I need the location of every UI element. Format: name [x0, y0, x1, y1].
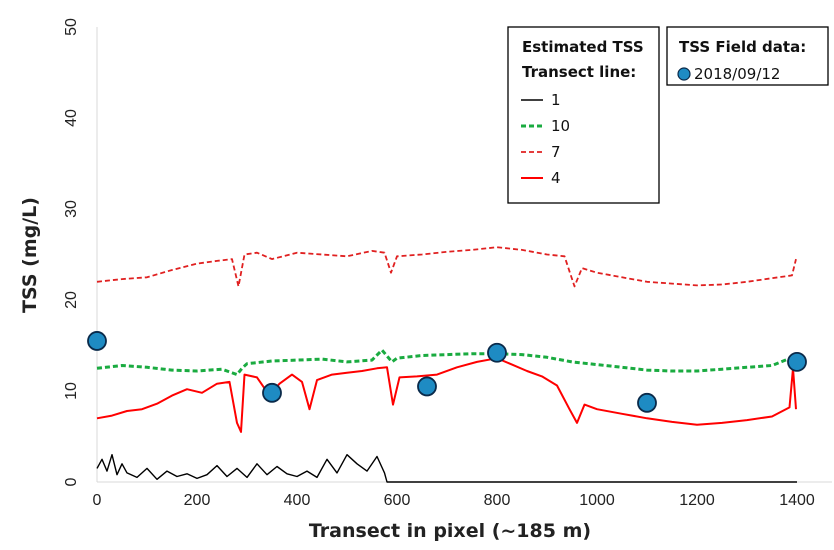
legend-entries: 1 10 7 4: [521, 91, 570, 187]
series-line-10: [96, 348, 796, 377]
series-layer: [96, 246, 797, 483]
legend-field-label: 2018/09/12: [694, 65, 780, 83]
legend-estimated-title-line1: Estimated TSS: [522, 38, 644, 56]
field-data-point: [87, 331, 107, 351]
y-tick-label: 50: [63, 18, 80, 36]
x-tick-label: 1400: [779, 492, 815, 509]
legend-label-1: 1: [551, 91, 561, 109]
legend-label-7: 7: [551, 143, 561, 161]
y-tick-labels: 0 10 20 30 40 50: [63, 18, 80, 486]
y-tick-label: 0: [63, 477, 80, 486]
legend-estimated-box: [507, 26, 660, 204]
legend-field-marker: [677, 67, 691, 81]
legend-estimated-title-line2: Transect line:: [522, 63, 636, 81]
x-tick-label: 200: [184, 492, 211, 509]
field-data-markers: [87, 331, 807, 413]
legend-estimated: Estimated TSS Transect line: 1 10 7 4: [507, 26, 660, 204]
y-tick-label: 40: [63, 109, 80, 127]
x-axis-title: Transect in pixel (~185 m): [309, 520, 591, 542]
series-line-1: [96, 454, 797, 483]
series-line-7: [96, 246, 797, 288]
x-tick-label: 1200: [679, 492, 715, 509]
field-data-point: [417, 376, 437, 397]
y-tick-label: 30: [63, 200, 80, 218]
legend-label-4: 4: [551, 169, 561, 187]
y-tick-label: 10: [63, 382, 80, 400]
x-tick-label: 600: [384, 492, 411, 509]
legend-field-title: TSS Field data:: [679, 38, 806, 56]
x-tick-label: 1000: [579, 492, 615, 509]
legend-field-box: [666, 26, 829, 86]
x-tick-label: 800: [484, 492, 511, 509]
field-data-point: [487, 342, 507, 363]
field-data-point: [637, 392, 657, 413]
series-line-4: [96, 357, 797, 433]
legend-field: TSS Field data: 2018/09/12: [666, 26, 829, 86]
field-data-point: [262, 382, 282, 403]
x-tick-label: 400: [284, 492, 311, 509]
x-tick-label: 0: [93, 492, 102, 509]
field-data-point: [787, 351, 807, 372]
legend-label-10: 10: [551, 117, 570, 135]
y-axis-title: TSS (mg/L): [19, 197, 41, 313]
x-tick-labels: 0 200 400 600 800 1000 1200 1400: [93, 492, 815, 509]
y-tick-label: 20: [63, 291, 80, 309]
